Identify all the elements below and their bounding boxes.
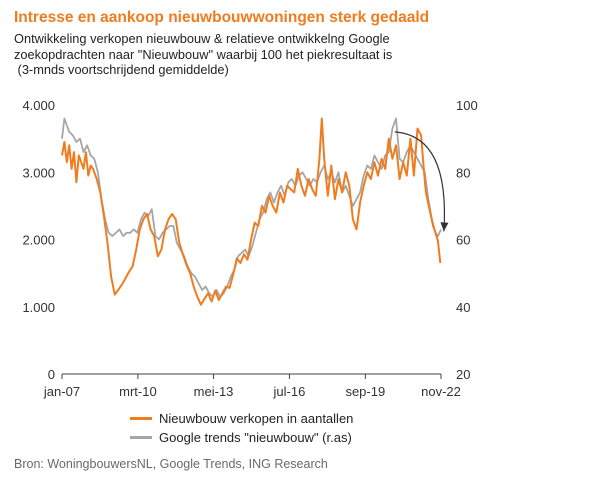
y-left-tick-label: 4.000	[22, 98, 55, 113]
legend-label-sales: Nieuwbouw verkopen in aantallen	[159, 411, 354, 426]
x-tick-label: jan-07	[43, 384, 80, 399]
x-tick-label: sep-19	[345, 384, 385, 399]
legend-label-google: Google trends "nieuwbouw" (r.as)	[159, 430, 352, 445]
series-line-sales	[61, 117, 442, 306]
y-right-tick-label: 80	[456, 165, 470, 180]
legend-swatch-google	[130, 436, 152, 439]
x-tick-label: mei-13	[194, 384, 234, 399]
y-right-tick-label: 20	[456, 367, 470, 382]
x-tick-label: nov-22	[421, 384, 461, 399]
y-right-tick-label: 100	[456, 98, 478, 113]
chart-subtitle: Ontwikkeling verkopen nieuwbouw & relati…	[14, 31, 392, 78]
y-right-tick-label: 60	[456, 233, 470, 248]
y-left-tick-label: 0	[48, 367, 55, 382]
subtitle-line-1: Ontwikkeling verkopen nieuwbouw & relati…	[14, 31, 390, 46]
subtitle-line-2: zoekopdrachten naar "Nieuwbouw" waarbij …	[14, 46, 393, 62]
y-left-tick-label: 1.000	[22, 300, 55, 315]
trend-arrow	[394, 131, 446, 232]
legend-swatch-sales	[130, 417, 152, 420]
legend-item-sales: Nieuwbouw verkopen in aantallen	[130, 409, 353, 428]
y-left-tick-label: 2.000	[22, 233, 55, 248]
y-left-tick-label: 3.000	[22, 165, 55, 180]
trend-arrowhead	[440, 222, 449, 232]
source-note: Bron: WoningbouwersNL, Google Trends, IN…	[14, 457, 328, 471]
subtitle-line-3: (3-mnds voortschrijdend gemiddelde)	[14, 62, 229, 77]
chart-title: Intresse en aankoop nieuwbouwwoningen st…	[14, 9, 430, 26]
legend-item-google: Google trends "nieuwbouw" (r.as)	[130, 428, 353, 447]
chart-legend: Nieuwbouw verkopen in aantallen Google t…	[130, 409, 353, 447]
x-tick-label: jul-16	[273, 384, 306, 399]
y-right-tick-label: 40	[456, 300, 470, 315]
x-tick-label: mrt-10	[119, 384, 157, 399]
series-line-google	[61, 117, 442, 298]
